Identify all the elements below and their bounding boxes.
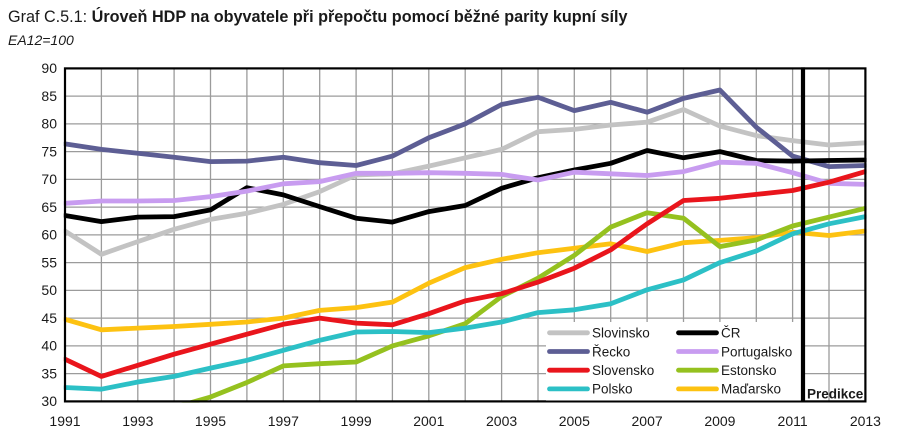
svg-text:50: 50 [41, 282, 57, 298]
svg-text:2001: 2001 [413, 413, 444, 429]
svg-text:Estonsko: Estonsko [721, 363, 777, 378]
svg-text:Polsko: Polsko [592, 382, 633, 397]
svg-text:2009: 2009 [704, 413, 735, 429]
svg-text:90: 90 [41, 60, 57, 76]
svg-text:60: 60 [41, 227, 57, 243]
svg-text:Slovensko: Slovensko [592, 363, 654, 378]
svg-text:Predikce: Predikce [807, 387, 864, 402]
svg-text:45: 45 [41, 310, 57, 326]
svg-text:Slovinsko: Slovinsko [592, 326, 650, 341]
svg-text:1993: 1993 [122, 413, 153, 429]
svg-text:2005: 2005 [559, 413, 590, 429]
svg-text:30: 30 [41, 393, 57, 409]
svg-text:70: 70 [41, 171, 57, 187]
svg-text:65: 65 [41, 199, 57, 215]
svg-text:Portugalsko: Portugalsko [721, 344, 792, 359]
svg-text:ČR: ČR [721, 326, 741, 341]
svg-text:1991: 1991 [49, 413, 80, 429]
svg-text:1995: 1995 [195, 413, 226, 429]
svg-text:Řecko: Řecko [592, 344, 630, 359]
svg-text:2003: 2003 [486, 413, 517, 429]
svg-text:1997: 1997 [268, 413, 299, 429]
svg-text:2011: 2011 [778, 413, 808, 429]
svg-text:2007: 2007 [632, 413, 663, 429]
svg-text:80: 80 [41, 116, 57, 132]
svg-text:35: 35 [41, 365, 57, 381]
svg-text:75: 75 [41, 143, 57, 159]
svg-text:1999: 1999 [341, 413, 372, 429]
svg-text:Maďarsko: Maďarsko [721, 382, 781, 397]
svg-text:40: 40 [41, 338, 57, 354]
svg-text:55: 55 [41, 254, 57, 270]
svg-text:2013: 2013 [850, 413, 881, 429]
svg-text:85: 85 [41, 88, 57, 104]
